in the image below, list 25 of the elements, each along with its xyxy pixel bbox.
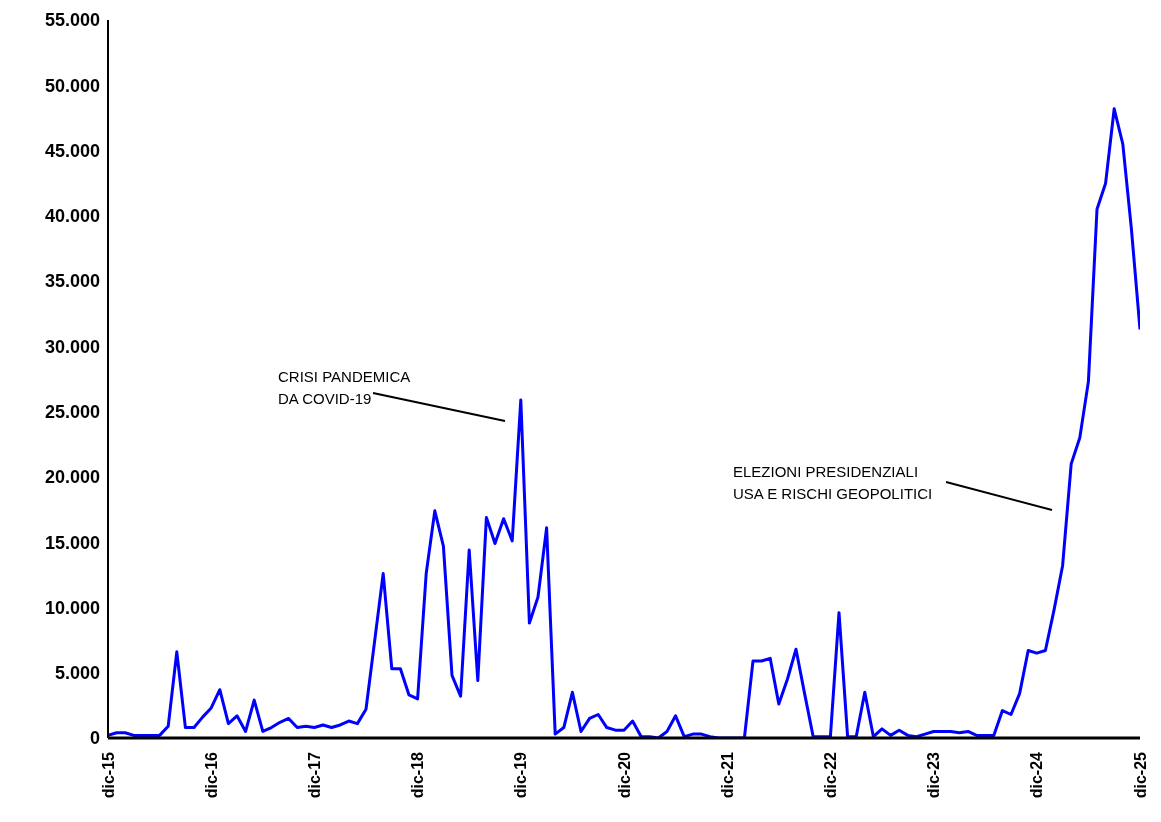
y-tick-label: 0	[89, 728, 100, 749]
y-tick-label: 35.000	[44, 271, 100, 292]
y-tick-label: 25.000	[44, 402, 100, 423]
annotation: CRISI PANDEMICA DA COVID-19	[278, 367, 411, 409]
x-tick-label: dic-16	[202, 751, 220, 799]
y-tick-label: 10.000	[44, 597, 100, 618]
y-tick-label: 15.000	[44, 532, 100, 553]
x-tick-label: dic-25	[1131, 751, 1149, 799]
y-tick-label: 20.000	[44, 467, 100, 488]
x-tick-label: dic-19	[512, 751, 530, 799]
x-tick-label: dic-20	[615, 751, 633, 799]
y-tick-label: 40.000	[44, 206, 100, 227]
y-tick-label: 55.000	[44, 10, 100, 31]
annotation: ELEZIONI PRESIDENZIALI USA E RISCHI GEOPOLITICI	[733, 462, 933, 504]
x-tick-label: dic-17	[305, 751, 323, 799]
y-tick-label: 45.000	[44, 140, 100, 161]
x-tick-label: dic-15	[99, 751, 117, 799]
y-tick-label: 50.000	[44, 75, 100, 96]
x-tick-label: dic-22	[821, 751, 839, 799]
x-tick-label: dic-21	[718, 751, 736, 799]
x-tick-label: dic-23	[925, 751, 943, 799]
y-tick-label: 5.000	[54, 663, 100, 684]
x-tick-label: dic-24	[1028, 751, 1046, 799]
y-tick-label: 30.000	[44, 336, 100, 357]
x-tick-label: dic-18	[409, 751, 427, 799]
